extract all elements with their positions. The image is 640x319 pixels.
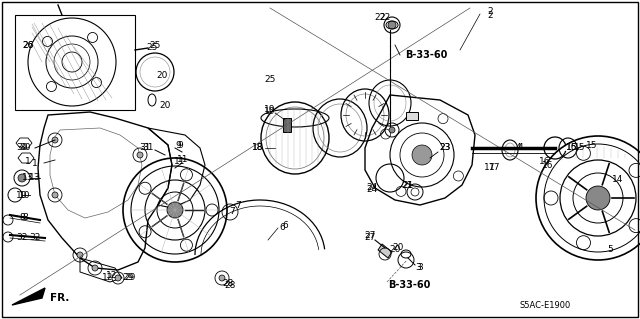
Text: 12: 12 [106,271,118,279]
Text: 10: 10 [16,190,28,199]
Text: 24: 24 [366,186,378,195]
Circle shape [412,145,432,165]
Text: 13: 13 [22,174,34,182]
Text: 23: 23 [439,144,451,152]
Text: 20: 20 [392,243,404,253]
Text: 16: 16 [566,144,578,152]
Text: 4: 4 [517,144,523,152]
Text: 6: 6 [282,220,288,229]
Polygon shape [12,288,45,305]
Circle shape [586,186,610,210]
Text: 6: 6 [279,224,285,233]
Text: 8: 8 [19,213,25,222]
Text: 29: 29 [122,273,134,283]
Text: 2: 2 [487,11,493,19]
Circle shape [18,174,26,182]
Circle shape [389,127,395,133]
Text: 32: 32 [16,234,28,242]
Text: 2: 2 [487,8,493,17]
Text: 11: 11 [177,155,189,165]
Text: 17: 17 [489,164,500,173]
Text: 18: 18 [252,144,264,152]
Text: 25: 25 [149,41,161,49]
Text: 25: 25 [147,43,157,53]
Text: 30: 30 [16,144,28,152]
Text: 17: 17 [484,164,496,173]
Text: 31: 31 [142,144,154,152]
Bar [283,118,291,132]
Circle shape [219,275,225,281]
Text: B-33-60: B-33-60 [388,280,430,290]
Circle shape [137,152,143,158]
Text: 1: 1 [32,159,38,167]
Text: 28: 28 [224,280,236,290]
Text: 16: 16 [540,158,551,167]
Text: 8: 8 [22,213,28,222]
Circle shape [388,21,396,29]
Text: 31: 31 [140,144,151,152]
Text: 26: 26 [22,41,34,49]
Text: 15: 15 [574,144,586,152]
Text: 11: 11 [174,158,186,167]
Bar [406,112,418,120]
Circle shape [77,252,83,258]
Text: 32: 32 [29,234,41,242]
Text: 24: 24 [366,183,378,192]
Text: 7: 7 [229,207,235,217]
Text: 14: 14 [612,175,624,184]
Text: 16: 16 [542,160,554,169]
Text: 20: 20 [156,70,168,79]
Text: B-33-60: B-33-60 [405,50,447,60]
Text: S5AC-E1900: S5AC-E1900 [520,300,572,309]
Circle shape [92,265,98,271]
Text: 13: 13 [29,174,41,182]
Text: 30: 30 [19,144,31,152]
Text: 19: 19 [264,106,276,115]
Text: 29: 29 [124,273,136,283]
Text: 20: 20 [159,100,171,109]
Text: 1: 1 [25,158,31,167]
Text: 26: 26 [22,41,34,49]
Text: 21: 21 [401,181,413,189]
Circle shape [115,275,121,281]
Text: 9: 9 [175,140,181,150]
Text: 21: 21 [403,181,413,189]
Text: 25: 25 [264,76,276,85]
Text: 28: 28 [222,278,234,287]
Text: 23: 23 [439,144,451,152]
Circle shape [52,192,58,198]
Text: 22: 22 [374,12,386,21]
Text: 3: 3 [415,263,421,272]
Text: 15: 15 [566,144,578,152]
Text: 10: 10 [19,190,31,199]
Text: 27: 27 [364,234,376,242]
Text: 22: 22 [380,13,390,23]
Circle shape [167,202,183,218]
Text: 27: 27 [364,231,376,240]
Text: 7: 7 [235,201,241,210]
Text: 9: 9 [177,140,183,150]
Text: 3: 3 [417,263,423,272]
Text: FR.: FR. [50,293,69,303]
Text: 4: 4 [515,144,521,152]
Text: 20: 20 [389,246,401,255]
Circle shape [52,137,58,143]
Polygon shape [378,244,392,258]
Text: 5: 5 [607,246,613,255]
Text: 19: 19 [264,108,276,116]
Text: 18: 18 [252,144,264,152]
Text: 12: 12 [102,273,114,283]
Text: 15: 15 [586,140,598,150]
